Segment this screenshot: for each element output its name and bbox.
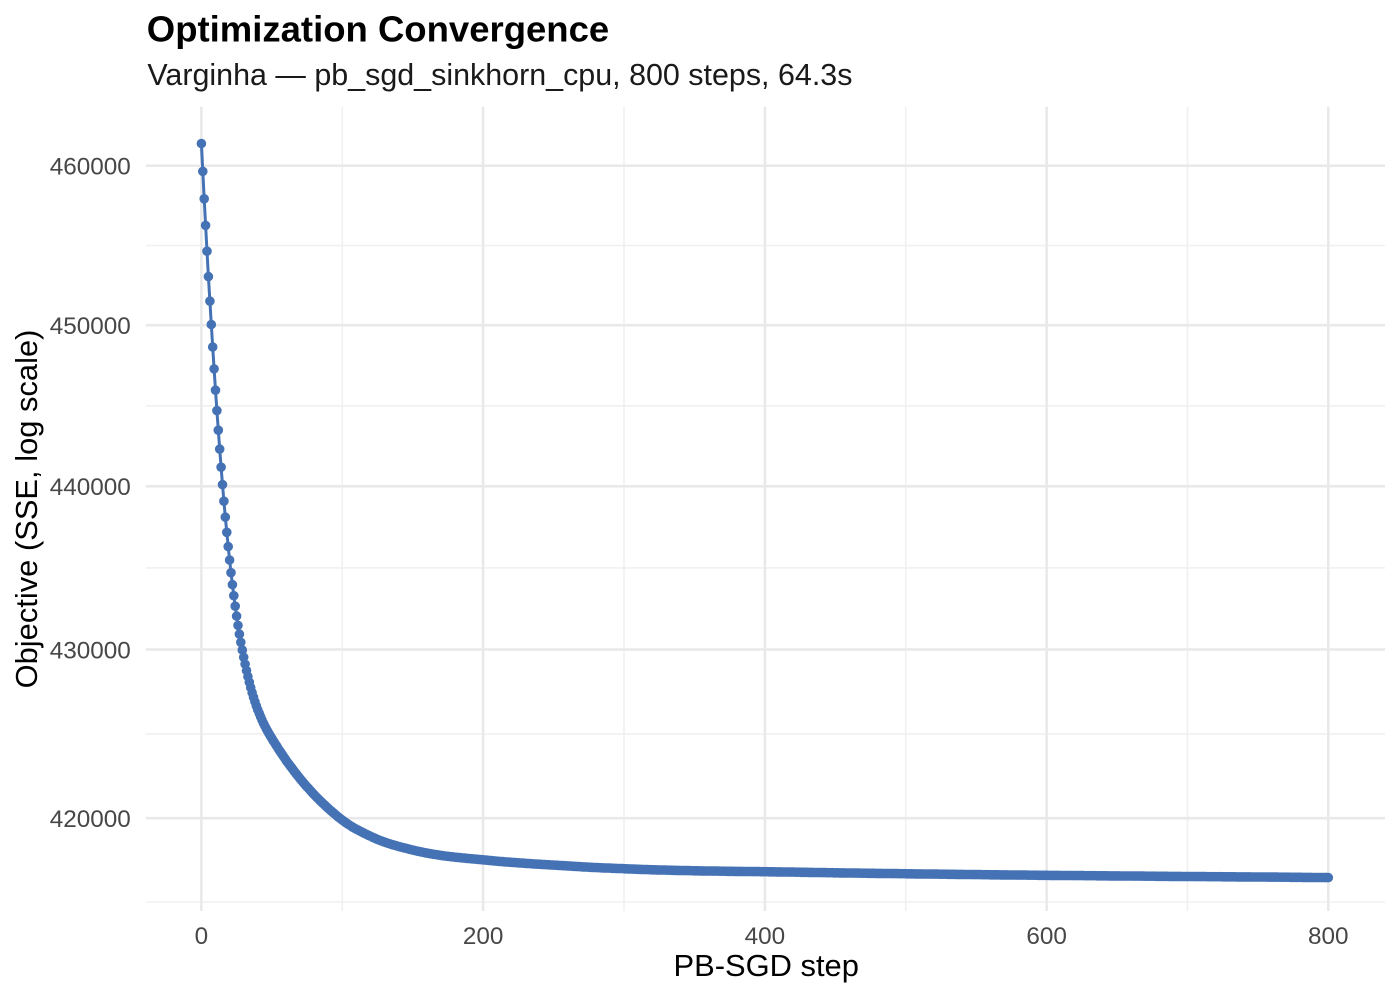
svg-text:460000: 460000 [50, 154, 131, 181]
svg-text:Optimization Convergence: Optimization Convergence [147, 8, 609, 49]
svg-text:600: 600 [1026, 923, 1067, 950]
svg-text:Varginha — pb_sgd_sinkhorn_cpu: Varginha — pb_sgd_sinkhorn_cpu, 800 step… [147, 58, 852, 92]
svg-text:430000: 430000 [50, 637, 131, 664]
svg-text:800: 800 [1308, 923, 1349, 950]
svg-text:440000: 440000 [50, 474, 131, 501]
svg-text:0: 0 [195, 923, 209, 950]
svg-text:420000: 420000 [50, 806, 131, 833]
svg-text:Objective (SSE, log scale): Objective (SSE, log scale) [9, 330, 44, 689]
svg-text:PB-SGD step: PB-SGD step [673, 948, 858, 983]
svg-text:450000: 450000 [50, 313, 131, 340]
svg-text:200: 200 [463, 923, 504, 950]
svg-text:400: 400 [745, 923, 786, 950]
